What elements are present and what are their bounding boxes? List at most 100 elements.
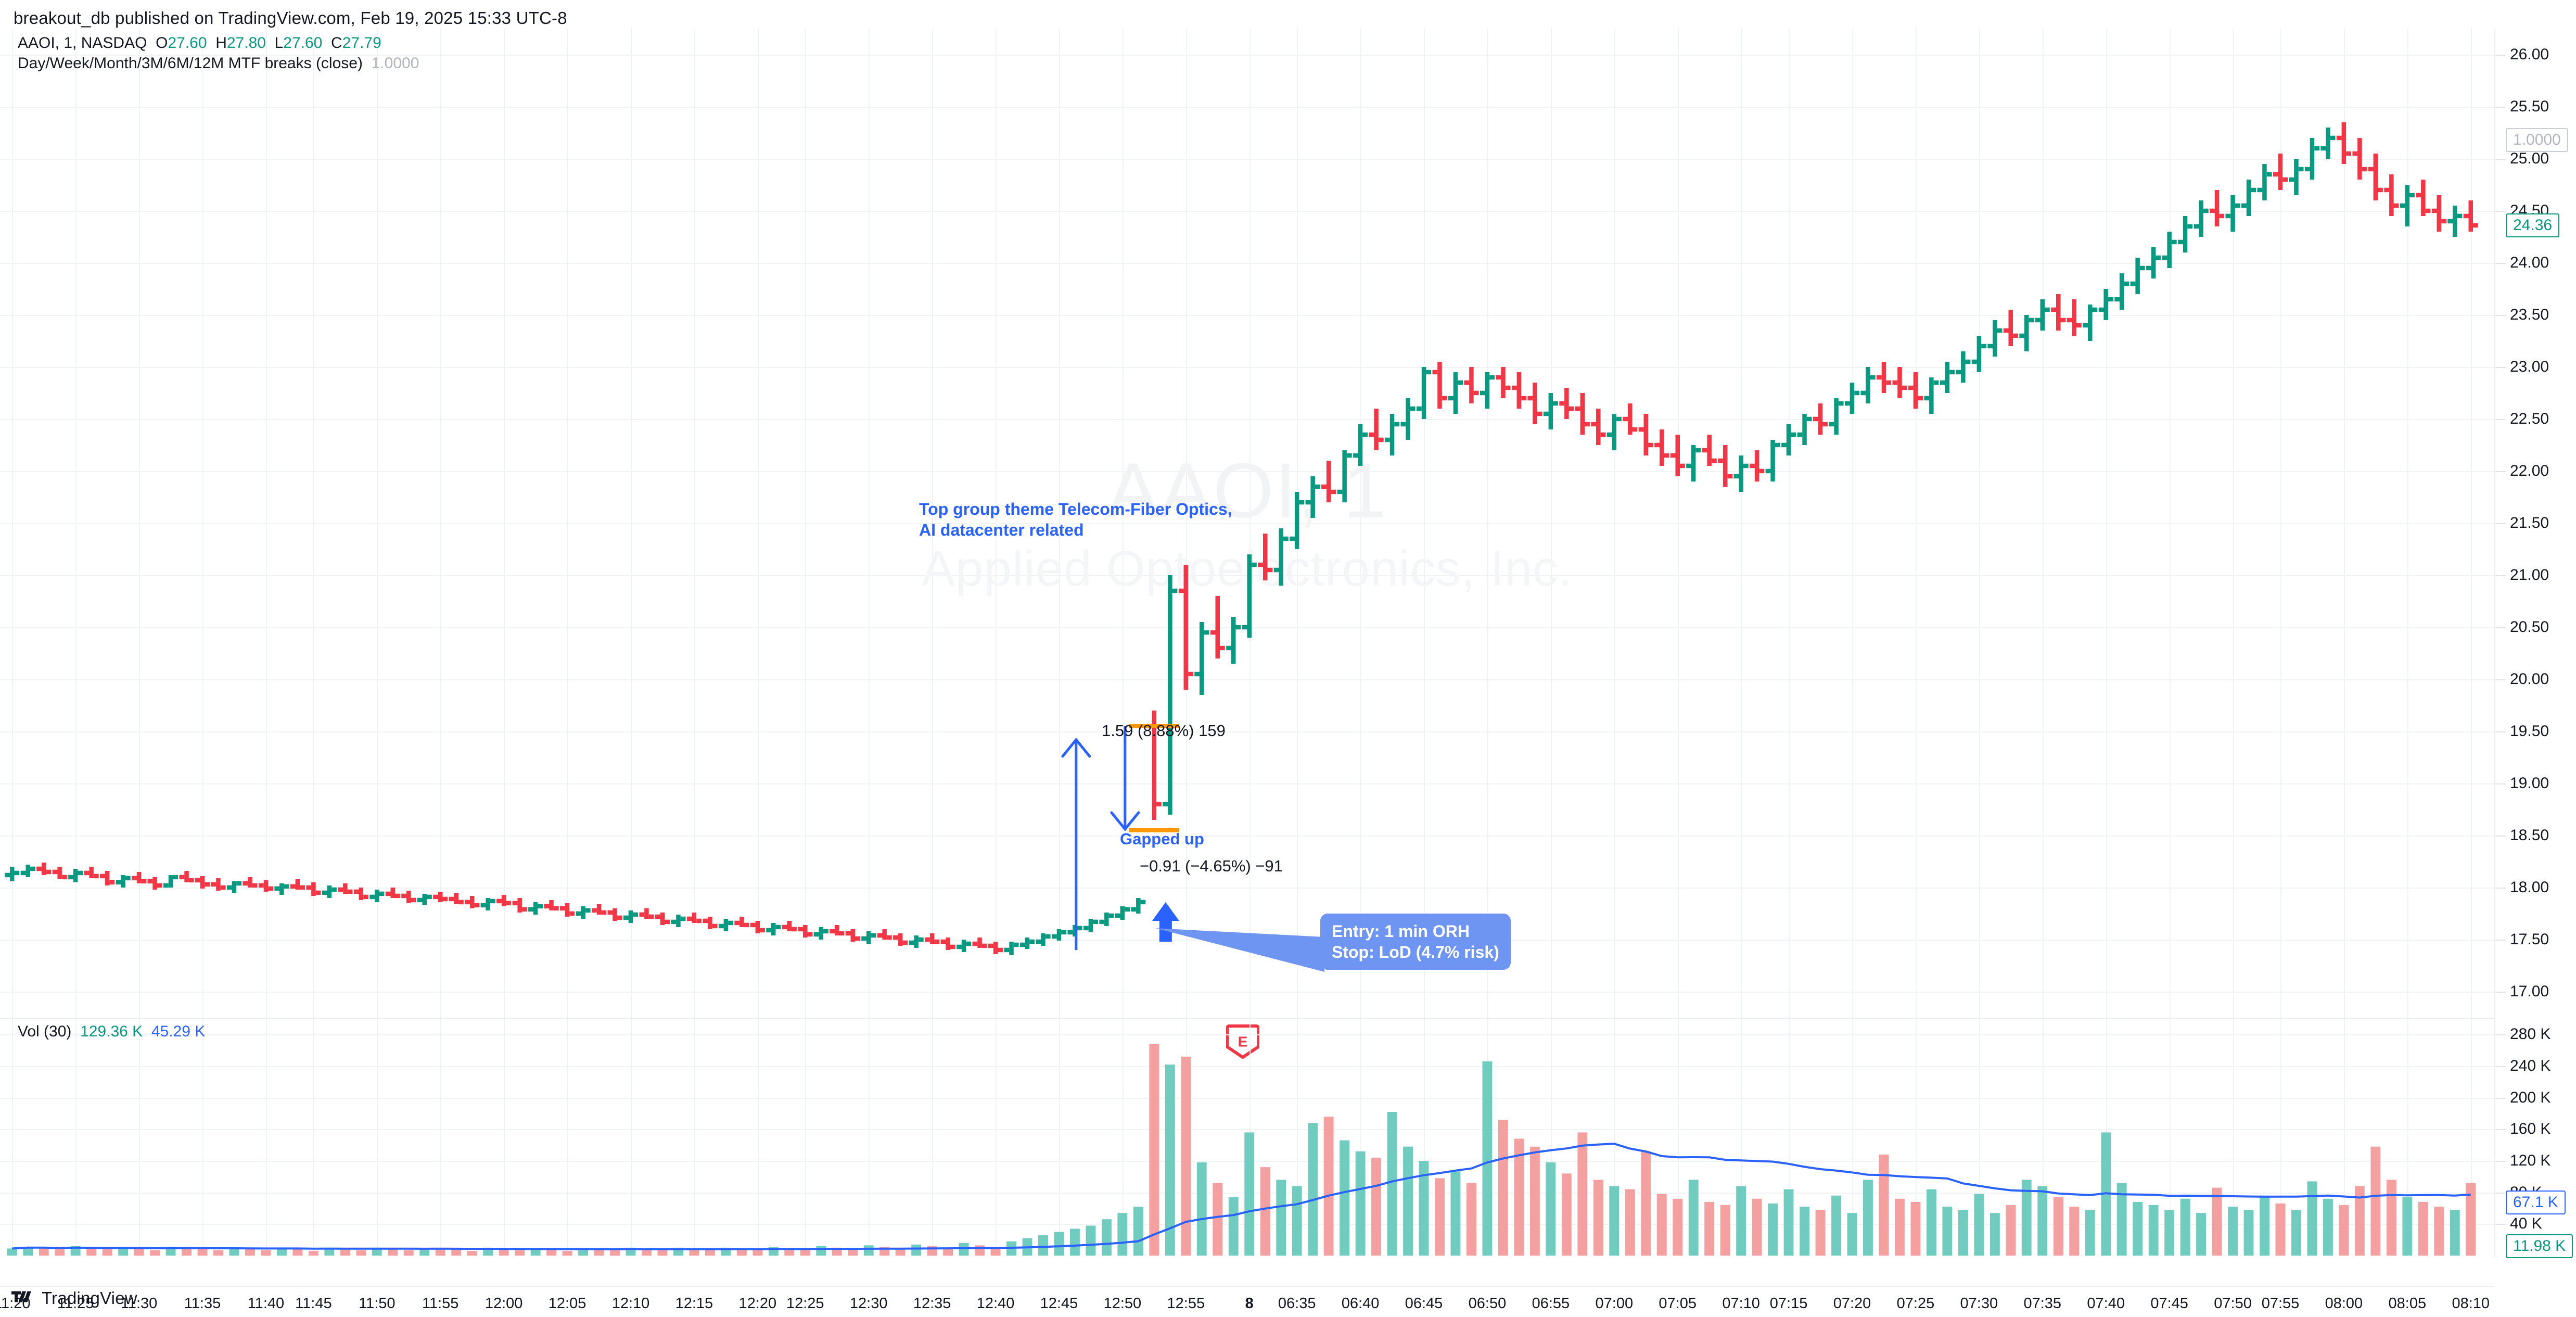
tradingview-logo[interactable]: TradingView (11, 1288, 137, 1308)
grid-line (377, 1019, 378, 1256)
volume-pane[interactable]: Vol (30) 129.36 K 45.29 K (0, 1019, 2494, 1256)
grid-line (139, 29, 141, 1018)
axis-tick-dash (2495, 575, 2506, 576)
axis-tick-dash (2495, 888, 2506, 889)
volume-legend: Vol (30) 129.36 K 45.29 K (18, 1022, 205, 1042)
measure-up-label[interactable]: 1.59 (8.88%) 159 (1102, 721, 1226, 740)
time-axis-tick: 11:30 (120, 1295, 158, 1312)
grid-line (2042, 1019, 2044, 1256)
grid-line (1741, 1019, 1742, 1256)
time-axis-tick: 11:40 (247, 1295, 285, 1312)
grid-line (0, 835, 2494, 837)
grid-line (2169, 1019, 2171, 1256)
grid-line (0, 471, 2494, 472)
grid-line (0, 159, 2494, 160)
time-axis-tick: 07:25 (1896, 1295, 1935, 1312)
earnings-marker-icon[interactable]: E (1226, 1023, 1259, 1059)
grid-line (1789, 1019, 1790, 1256)
price-axis-badge-1[interactable]: 24.36 (2506, 213, 2560, 237)
annotation-theme-line2[interactable]: AI datacenter related (919, 521, 1084, 539)
grid-line (1979, 29, 1980, 1018)
time-axis-tick: 12:05 (548, 1295, 586, 1312)
grid-line (313, 29, 315, 1018)
grid-line (567, 1019, 569, 1256)
grid-line (1249, 29, 1251, 1018)
entry-stop-callout[interactable]: Entry: 1 min ORH Stop: LoD (4.7% risk) (1320, 914, 1511, 970)
volume-legend-name[interactable]: Vol (30) (18, 1023, 72, 1040)
grid-line (1852, 1019, 1853, 1256)
grid-line (0, 107, 2494, 108)
grid-line (1185, 29, 1187, 1018)
time-axis-tick: 06:55 (1532, 1295, 1570, 1312)
time-axis-tick: 07:30 (1960, 1295, 1998, 1312)
grid-line (2470, 1019, 2472, 1256)
time-axis[interactable]: 11:2011:2511:3011:3511:4011:4511:5011:55… (0, 1286, 2494, 1317)
time-axis-tick: 08:00 (2325, 1295, 2363, 1312)
grid-line (2280, 1019, 2281, 1256)
price-axis-tick: 19.00 (2510, 775, 2549, 792)
callout-line-stop: Stop: LoD (4.7% risk) (1332, 943, 1499, 961)
callout-line-entry: Entry: 1 min ORH (1332, 922, 1470, 941)
grid-line (0, 211, 2494, 212)
grid-line (1979, 1019, 1980, 1256)
price-axis[interactable]: 26.00 25.50 25.00 24.50 24.00 23.50 23.00 22.50… (2494, 29, 2576, 1258)
volume-axis-badge-1[interactable]: 11.98 K (2506, 1234, 2573, 1258)
grid-line (1915, 29, 1917, 1018)
price-axis-tick: 23.00 (2510, 358, 2549, 375)
grid-line (2042, 29, 2044, 1018)
grid-line (265, 1019, 267, 1256)
grid-line (139, 1019, 141, 1256)
measure-down-label[interactable]: −0.91 (−4.65%) −91 (1140, 857, 1283, 875)
grid-line (504, 29, 505, 1018)
price-axis-tick: 17.50 (2510, 931, 2549, 948)
time-axis-tick: 07:50 (2214, 1295, 2252, 1312)
grid-line (2407, 1019, 2408, 1256)
axis-tick-dash (2495, 1066, 2506, 1067)
grid-line (996, 29, 997, 1018)
price-axis-tick: 22.50 (2510, 410, 2549, 427)
annotation-theme-line1[interactable]: Top group theme Telecom-Fiber Optics, (919, 500, 1232, 518)
price-axis-badge-0[interactable]: 1.0000 (2506, 128, 2568, 152)
price-pane[interactable]: AAOI, 1 Applied Optoelectronics, Inc. AA… (0, 29, 2494, 1059)
grid-line (0, 731, 2494, 732)
grid-line (1852, 29, 1853, 1018)
axis-tick-dash (2495, 107, 2506, 108)
price-axis-tick: 18.00 (2510, 879, 2549, 896)
time-axis-tick: 12:25 (786, 1295, 824, 1312)
grid-line (1297, 1019, 1298, 1256)
grid-line (2233, 29, 2234, 1018)
grid-line (1122, 1019, 1124, 1256)
grid-line (757, 29, 759, 1018)
grid-line (869, 29, 870, 1018)
grid-line (0, 315, 2494, 316)
time-axis-tick: 12:40 (976, 1295, 1015, 1312)
grid-line (694, 29, 695, 1018)
grid-line (757, 1019, 759, 1256)
time-axis-tick: 07:20 (1833, 1295, 1871, 1312)
price-axis-tick: 20.00 (2510, 670, 2549, 688)
volume-legend-ma-value: 45.29 K (151, 1023, 206, 1040)
axis-tick-dash (2495, 211, 2506, 212)
grid-line (2169, 29, 2171, 1018)
time-axis-tick: 12:55 (1167, 1295, 1205, 1312)
time-axis-tick: 06:45 (1405, 1295, 1443, 1312)
time-axis-tick: 8 (1245, 1295, 1254, 1312)
time-axis-tick: 07:05 (1659, 1295, 1697, 1312)
axis-tick-dash (2495, 315, 2506, 316)
volume-axis-tick: 120 K (2510, 1152, 2551, 1169)
price-axis-tick: 23.50 (2510, 306, 2549, 323)
grid-line (932, 29, 934, 1018)
tradingview-logo-text: TradingView (42, 1288, 137, 1308)
grid-line (2343, 1019, 2345, 1256)
grid-line (0, 992, 2494, 993)
grid-line (2343, 29, 2345, 1018)
time-axis-tick: 12:50 (1103, 1295, 1142, 1312)
volume-axis-tick: 40 K (2510, 1215, 2542, 1233)
axis-tick-dash (2495, 1097, 2506, 1099)
axis-tick-dash (2495, 55, 2506, 56)
time-axis-tick: 12:30 (849, 1295, 888, 1312)
volume-axis-badge-0[interactable]: 67.1 K (2506, 1191, 2566, 1215)
gapped-up-label[interactable]: Gapped up (1120, 830, 1204, 848)
price-axis-tick: 24.00 (2510, 254, 2549, 271)
time-axis-tick: 06:40 (1341, 1295, 1380, 1312)
